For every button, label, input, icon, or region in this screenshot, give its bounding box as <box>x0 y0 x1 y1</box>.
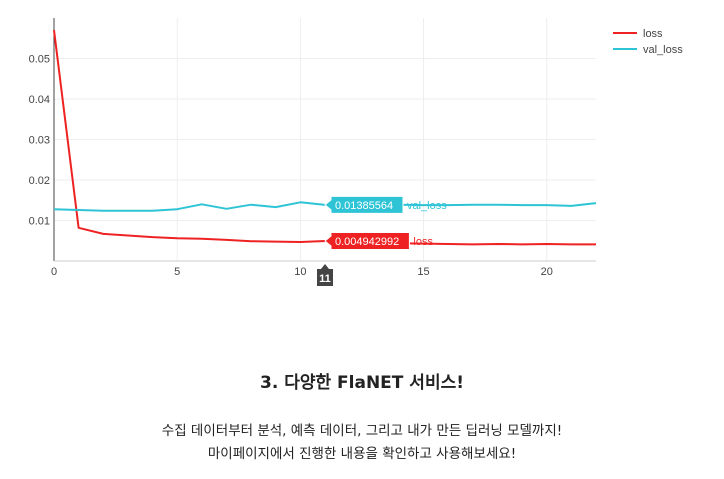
series-line-loss[interactable] <box>53 29 596 246</box>
section-title: 3. 다양한 FlaNET 서비스! <box>260 373 464 393</box>
legend-label-val-loss[interactable]: val_loss <box>643 44 683 56</box>
legend-label-loss[interactable]: loss <box>643 28 663 40</box>
hover-box-loss <box>324 231 410 250</box>
x-tick-label: 5 <box>174 266 180 278</box>
x-tick-label: 0 <box>51 266 57 278</box>
section-description: 수집 데이터부터 분석, 예측 데이터, 그리고 내가 만든 딥러닝 모델까지!… <box>0 420 724 466</box>
hover-x-label: 11 <box>319 273 331 285</box>
x-tick-label: 10 <box>294 266 306 278</box>
hover-value-loss: 0.004942992 <box>335 236 399 248</box>
x-tick-label: 20 <box>541 266 553 278</box>
hover-x-box <box>317 264 333 286</box>
hover-name-loss: loss <box>413 236 433 248</box>
hover-value-val-loss: 0.01385564 <box>335 200 393 212</box>
hover-box-val-loss <box>324 195 404 214</box>
y-tick-label: 0.05 <box>29 54 50 66</box>
description-line-2: 마이페이지에서 진행한 내용을 확인하고 사용해보세요! <box>207 446 517 462</box>
x-tick-label: 15 <box>417 266 429 278</box>
hover-name-val-loss: val_loss <box>407 200 447 212</box>
loss-line-chart[interactable]: 0.01 0.02 0.03 0.04 0.05 0 5 10 15 20 loss val_loss… <box>0 0 724 300</box>
y-tick-label: 0.03 <box>29 135 50 147</box>
series-line-val-loss[interactable] <box>53 201 597 212</box>
description-line-1: 수집 데이터부터 분석, 예측 데이터, 그리고 내가 만든 딥러닝 모델까지! <box>161 423 563 439</box>
y-tick-label: 0.01 <box>29 216 50 228</box>
y-tick-label: 0.02 <box>29 175 50 187</box>
y-tick-label: 0.04 <box>29 94 50 106</box>
